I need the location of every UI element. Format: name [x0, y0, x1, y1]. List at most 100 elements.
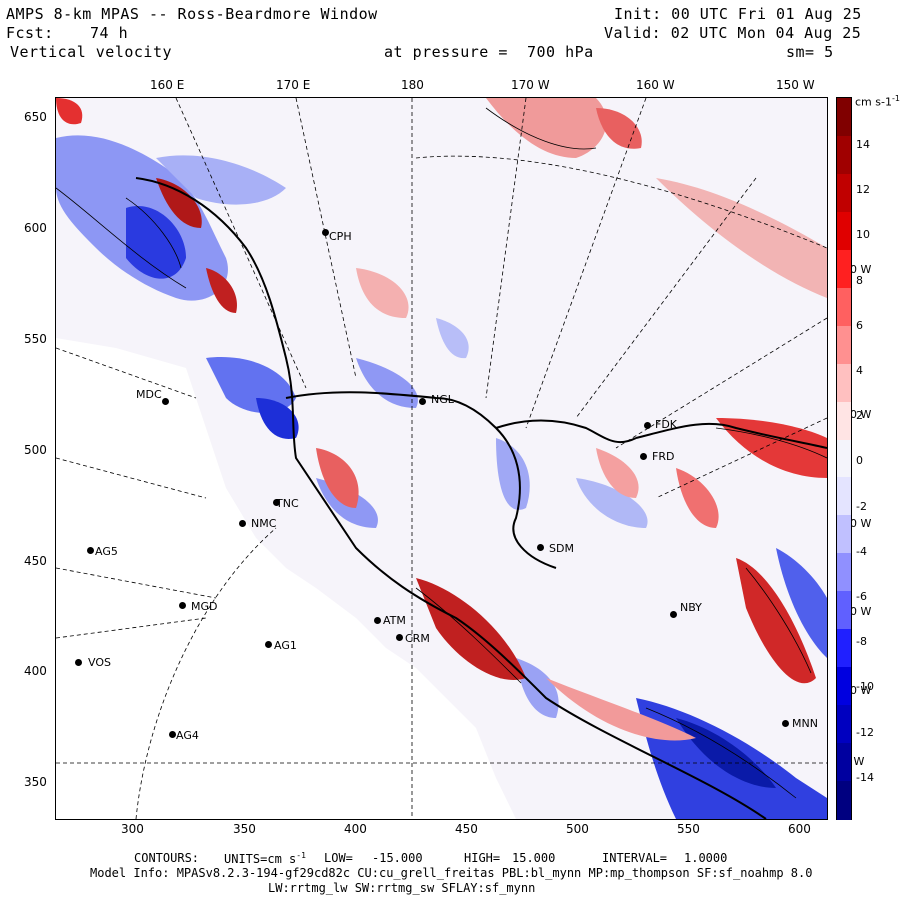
colorbar-segment: [837, 781, 851, 820]
x-tick: 500: [566, 822, 589, 836]
colorbar-units: cm s-1-1: [855, 94, 900, 109]
station-label-ag4: AG4: [176, 729, 199, 742]
colorbar-segment: [837, 629, 851, 669]
units-label: UNITS=cm s-1: [224, 851, 306, 866]
station-marker: [537, 544, 544, 551]
station-marker: [670, 611, 677, 618]
station-label-sdm: SDM: [549, 542, 574, 555]
station-marker: [396, 634, 403, 641]
interval-value: 1.0000: [684, 851, 728, 865]
x-tick: 300: [121, 822, 144, 836]
station-marker: [374, 617, 381, 624]
colorbar-segment: [837, 553, 851, 593]
colorbar-segment: [837, 477, 851, 517]
station-label-crm: CRM: [405, 632, 430, 645]
valid-time: Valid: 02 UTC Mon 04 Aug 25: [604, 24, 862, 42]
station-label-mnn: MNN: [792, 717, 818, 730]
high-label: HIGH=: [464, 851, 501, 865]
colorbar-segment: [837, 98, 851, 137]
station-label-tnc: TNC: [276, 497, 299, 510]
colorbar-label: 4: [856, 364, 863, 377]
y-tick: 350: [24, 775, 47, 789]
forecast-label: Fcst:: [6, 24, 54, 42]
station-label-ag5: AG5: [95, 545, 118, 558]
y-tick: 500: [24, 443, 47, 457]
station-marker: [273, 499, 280, 506]
colorbar: [836, 97, 852, 820]
station-marker: [179, 602, 186, 609]
colorbar-segment: [837, 743, 851, 783]
lon-tick: 170 E: [276, 78, 311, 92]
station-marker: [265, 641, 272, 648]
colorbar-label: 6: [856, 318, 863, 332]
station-label-cph: CPH: [329, 230, 352, 243]
colorbar-segment: [837, 211, 851, 251]
map-plot-area[interactable]: [55, 97, 828, 820]
colorbar-segment: [837, 439, 851, 479]
station-label-frd: FRD: [652, 450, 675, 463]
lon-tick: 180: [401, 78, 424, 92]
pressure-level: at pressure = 700 hPa: [384, 43, 594, 61]
colorbar-label: -12: [856, 725, 874, 739]
colorbar-label: 2: [856, 409, 863, 423]
colorbar-segment: [837, 401, 851, 441]
colorbar-segment: [837, 173, 851, 213]
lon-tick: 160 W: [636, 78, 675, 92]
station-marker: [322, 229, 329, 236]
colorbar-label: -14: [856, 770, 874, 784]
station-marker: [782, 720, 789, 727]
low-value: -15.000: [372, 851, 423, 865]
y-tick: 600: [24, 221, 47, 235]
init-time: Init: 00 UTC Fri 01 Aug 25: [614, 5, 862, 23]
station-label-ngl: NGL: [431, 393, 454, 406]
colorbar-label: -8: [856, 635, 867, 649]
y-tick: 450: [24, 554, 47, 568]
colorbar-label: -10: [856, 680, 874, 694]
station-marker: [239, 520, 246, 527]
lon-tick: 150 W: [776, 78, 815, 92]
colorbar-segment: [837, 135, 851, 175]
physics-info: LW:rrtmg_lw SW:rrtmg_sw SFLAY:sf_mynn: [268, 881, 536, 895]
colorbar-segment: [837, 515, 851, 555]
station-marker: [419, 398, 426, 405]
y-tick: 550: [24, 332, 47, 346]
colorbar-label: 0: [856, 454, 863, 468]
smoothing-value: sm= 5: [786, 43, 834, 61]
colorbar-segment: [837, 325, 851, 365]
colorbar-segment: [837, 667, 851, 707]
forecast-hour: 74 h: [90, 24, 129, 42]
colorbar-segment: [837, 287, 851, 327]
colorbar-label: 12: [856, 183, 870, 197]
station-marker: [640, 453, 647, 460]
colorbar-segment: [837, 591, 851, 631]
colorbar-label: -6: [856, 590, 867, 603]
colorbar-segment: [837, 705, 851, 745]
station-label-vos: VOS: [88, 656, 111, 669]
station-label-atm: ATM: [383, 614, 406, 627]
low-label: LOW=: [324, 851, 353, 865]
station-marker: [87, 547, 94, 554]
station-marker: [75, 659, 82, 666]
x-tick: 350: [233, 822, 256, 836]
x-tick: 600: [788, 822, 811, 836]
vertical-velocity-field: [56, 98, 827, 819]
station-label-ag1: AG1: [274, 639, 297, 652]
lon-tick: 170 W: [511, 78, 550, 92]
model-info: Model Info: MPASv8.2.3-194-gf29cd82c CU:…: [90, 866, 813, 880]
station-marker: [644, 422, 651, 429]
station-marker: [169, 731, 176, 738]
colorbar-label: 8: [856, 273, 863, 287]
colorbar-segment: [837, 249, 851, 289]
x-tick: 550: [677, 822, 700, 836]
station-label-nby: NBY: [680, 601, 702, 614]
lon-tick: 160 E: [150, 78, 185, 92]
colorbar-label: -4: [856, 544, 867, 558]
station-label-nmc: NMC: [251, 517, 277, 530]
interval-label: INTERVAL=: [602, 851, 668, 865]
station-label-mdc: MDC: [136, 388, 162, 401]
variable-name: Vertical velocity: [10, 43, 173, 61]
station-label-fdk: FDK: [655, 418, 678, 431]
colorbar-label: 10: [856, 228, 870, 242]
y-tick: 400: [24, 664, 47, 678]
y-tick: 650: [24, 110, 47, 124]
